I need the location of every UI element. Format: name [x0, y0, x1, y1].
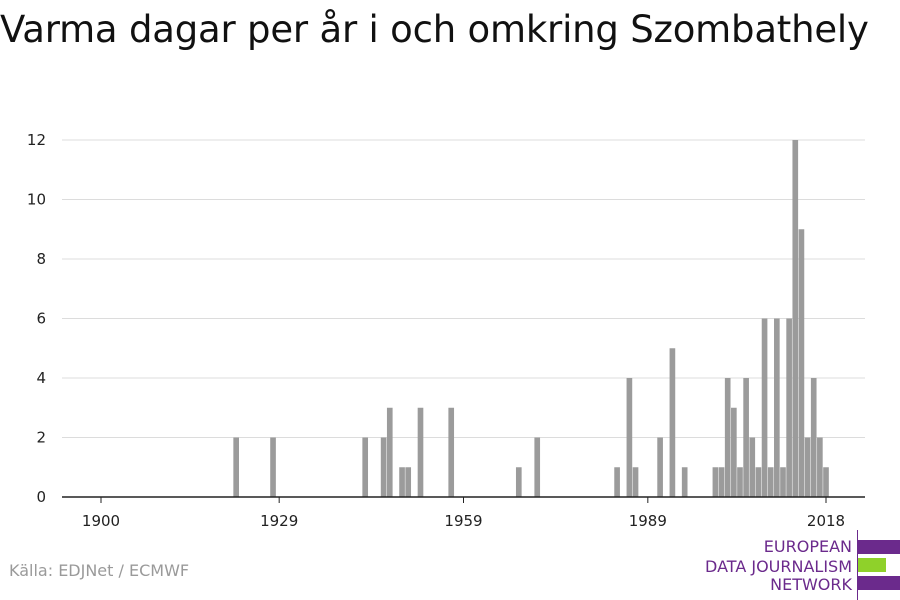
bar-2007 — [755, 467, 762, 497]
x-tick-label-1900: 1900 — [82, 512, 120, 530]
bar-2017 — [817, 437, 823, 497]
bar-1968 — [515, 467, 522, 497]
bar-2008 — [761, 318, 768, 497]
bar-1971 — [534, 437, 541, 497]
y-tick-label-6: 6 — [36, 310, 46, 328]
x-tick-label-2018: 2018 — [807, 512, 845, 530]
bar-2010 — [774, 318, 780, 497]
y-tick-label-0: 0 — [36, 488, 46, 506]
grid-lines — [62, 139, 865, 438]
bar-1995 — [681, 467, 688, 497]
edjnet-logo: EUROPEAN DATA JOURNALISM NETWORK — [700, 530, 900, 600]
bar-2013 — [792, 140, 799, 497]
logo-divider — [857, 530, 858, 600]
bar-1957 — [448, 407, 455, 497]
logo-bar-top — [858, 540, 900, 554]
logo-line-network: NETWORK — [770, 575, 852, 594]
bar-2014 — [798, 229, 805, 497]
y-tick-label-12: 12 — [27, 131, 46, 149]
bar-1984 — [614, 467, 620, 497]
bar-2015 — [804, 437, 811, 497]
bar-2002 — [724, 378, 731, 497]
y-tick-label-8: 8 — [36, 250, 46, 268]
bar-2001 — [718, 467, 725, 497]
y-tick-label-4: 4 — [36, 369, 46, 387]
bar-2005 — [743, 378, 749, 497]
bar-1987 — [632, 467, 639, 497]
logo-bar-middle — [858, 558, 886, 572]
x-tick-label-1959: 1959 — [444, 512, 482, 530]
bar-1928 — [270, 437, 276, 497]
x-tick-label-1929: 1929 — [260, 512, 298, 530]
bar-2012 — [786, 318, 792, 497]
y-tick-labels: 0 2 4 6 8 10 12 — [27, 131, 46, 506]
chart-title: Varma dagar per år i och omkring Szombat… — [0, 8, 869, 51]
bar-1986 — [626, 378, 633, 497]
source-note: Källa: EDJNet / ECMWF — [9, 561, 190, 580]
logo-line-european: EUROPEAN — [763, 537, 852, 556]
bar-2018 — [823, 467, 829, 497]
bar-1952 — [417, 407, 424, 497]
bar-2003 — [731, 407, 737, 497]
bar-1991 — [657, 437, 663, 497]
logo-bar-bottom — [858, 576, 900, 590]
bar-1947 — [386, 407, 393, 497]
bar-1943 — [362, 437, 369, 497]
bar-2004 — [737, 467, 743, 497]
bar-1946 — [380, 437, 387, 497]
bar-2009 — [767, 467, 774, 497]
bar-2016 — [810, 378, 817, 497]
bar-2000 — [712, 467, 719, 497]
bar-1922 — [233, 437, 239, 497]
logo-line-data-journalism: DATA JOURNALISM — [705, 557, 852, 576]
y-tick-label-10: 10 — [27, 191, 46, 209]
bar-1993 — [669, 348, 676, 497]
x-tick-label-1989: 1989 — [629, 512, 667, 530]
bar-1949 — [399, 467, 405, 497]
y-tick-label-2: 2 — [36, 429, 46, 447]
bars — [233, 140, 829, 497]
x-tick-labels: 1900 1929 1959 1989 2018 — [82, 497, 845, 530]
bar-2011 — [780, 467, 786, 497]
bar-1950 — [405, 467, 412, 497]
bar-2006 — [749, 437, 756, 497]
